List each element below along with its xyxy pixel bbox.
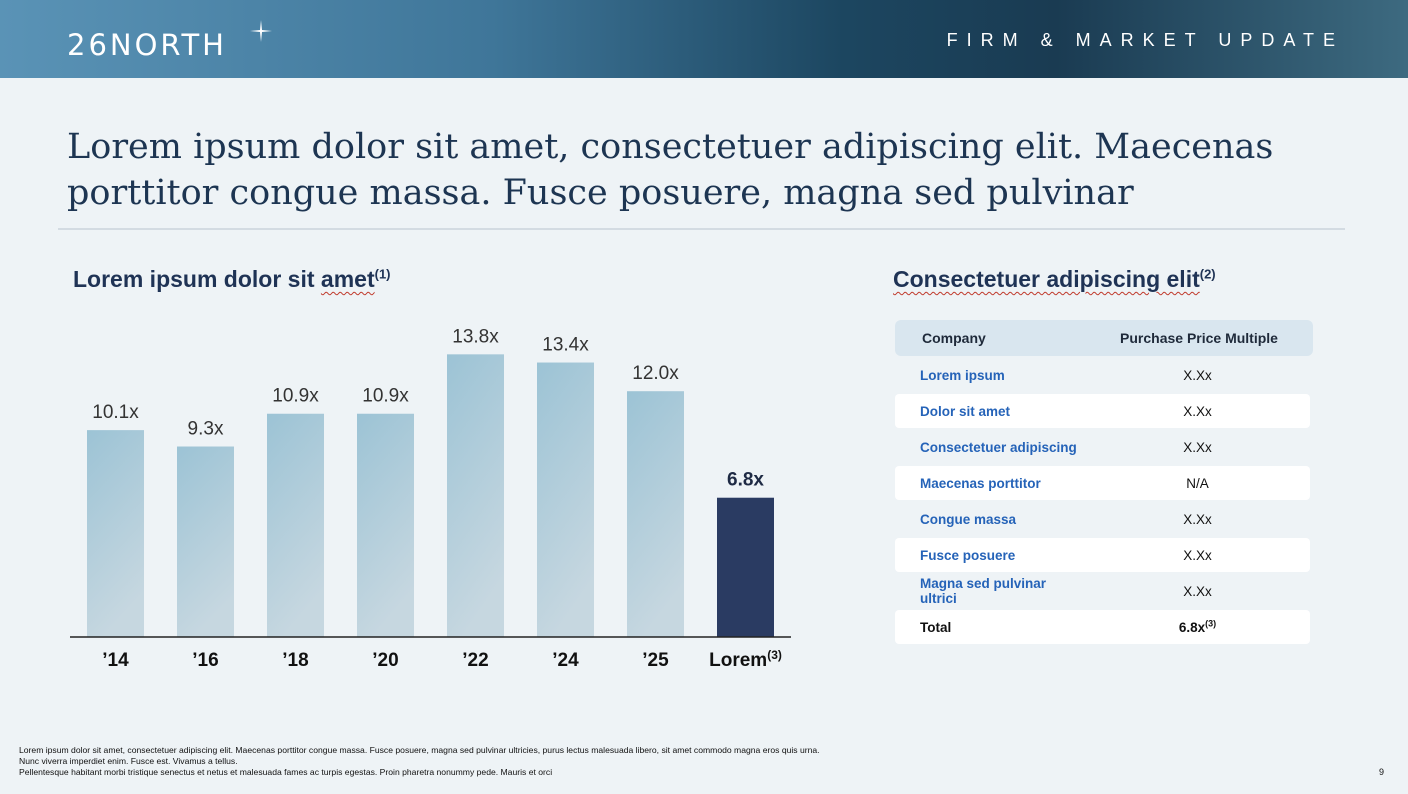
total-label: Total <box>920 619 952 635</box>
table-row: Consectetuer adipiscing X.Xx <box>895 430 1310 464</box>
logo: 26NORTH <box>67 28 227 62</box>
page-number: 9 <box>1378 767 1384 777</box>
row-multiple: X.Xx <box>1183 583 1212 599</box>
x-tick-label: ’18 <box>282 650 308 671</box>
row-multiple: N/A <box>1186 475 1209 491</box>
multiples-table: Company Purchase Price Multiple Lorem ip… <box>895 320 1313 644</box>
page-headline: Lorem ipsum dolor sit amet, consectetuer… <box>67 127 1274 213</box>
bar-value-label: 10.1x <box>92 402 139 423</box>
footnote-line: Lorem ipsum dolor sit amet, consectetuer… <box>19 745 820 755</box>
row-multiple: X.Xx <box>1183 511 1212 527</box>
row-multiple: X.Xx <box>1183 403 1212 419</box>
chart-title: Lorem ipsum dolor sit amet(1) <box>73 266 391 293</box>
x-tick-label: ’16 <box>192 650 218 671</box>
table-row: Congue massa X.Xx <box>895 502 1310 536</box>
table-row: Dolor sit amet X.Xx <box>895 394 1310 428</box>
table-row: Fusce posuere X.Xx <box>895 538 1310 572</box>
row-company: Maecenas porttitor <box>920 475 1041 491</box>
x-tick-label: ’25 <box>642 650 669 671</box>
x-tick-label: Lorem(3) <box>709 648 782 671</box>
bar-value-label: 10.9x <box>272 386 319 407</box>
chart-title-note: (1) <box>374 266 391 282</box>
header-multiple: Purchase Price Multiple <box>1120 330 1278 346</box>
bar-value-label: 9.3x <box>188 419 224 440</box>
row-company: Consectetuer adipiscing <box>920 439 1077 455</box>
x-tick-label: ’20 <box>372 650 398 671</box>
divider <box>58 228 1345 230</box>
star-icon <box>250 20 272 42</box>
bar <box>267 413 324 637</box>
total-note: (3) <box>1205 618 1217 628</box>
table-row: Magna sed pulvinar ultrici X.Xx <box>895 574 1310 608</box>
bar-chart: 10.1x ’14 9.3x ’16 10.9x ’18 10.9x ’20 13.8x ’22 1… <box>70 326 791 671</box>
row-multiple: X.Xx <box>1183 439 1212 455</box>
bar-value-label: 12.0x <box>632 363 679 384</box>
row-company: Congue massa <box>920 511 1017 527</box>
table-total-row: Total 6.8x(3) <box>895 610 1310 644</box>
header-banner: 26NORTH FIRM & MARKET UPDATE <box>0 0 1408 78</box>
bar-value-label: 13.4x <box>542 335 589 356</box>
x-tick-label: ’24 <box>552 650 579 671</box>
table-row: Lorem ipsum X.Xx <box>895 358 1310 392</box>
row-multiple: X.Xx <box>1183 367 1212 383</box>
bar <box>627 391 684 637</box>
row-multiple: X.Xx <box>1183 547 1212 563</box>
total-value: 6.8x(3) <box>1085 618 1310 635</box>
table-title-note: (2) <box>1199 266 1216 282</box>
bar <box>537 362 594 637</box>
bar <box>87 430 144 637</box>
total-value-text: 6.8x <box>1178 619 1206 635</box>
x-tick-label: ’22 <box>462 650 488 671</box>
table-title-text: Consectetuer adipiscing elit <box>893 266 1200 292</box>
row-company: Lorem ipsum <box>920 367 1005 383</box>
chart-title-end: amet <box>320 266 375 292</box>
chart-title-text: Lorem ipsum dolor sit <box>73 266 315 292</box>
bar-value-label: 13.8x <box>452 326 499 347</box>
footnotes: Lorem ipsum dolor sit amet, consectetuer… <box>19 745 919 778</box>
row-company: Fusce posuere <box>920 547 1016 563</box>
bar <box>717 497 774 637</box>
row-company: Magna sed pulvinar ultrici <box>920 576 1047 606</box>
bar-value-label: 10.9x <box>362 386 409 407</box>
header-title: FIRM & MARKET UPDATE <box>946 30 1344 50</box>
x-tick-label: ’14 <box>102 650 129 671</box>
footnote-line: Pellentesque habitant morbi tristique se… <box>19 767 553 777</box>
bar <box>177 446 234 637</box>
footnote-line: Nunc viverra imperdiet enim. Fusce est. … <box>19 756 238 766</box>
row-company: Dolor sit amet <box>920 403 1011 419</box>
bar <box>357 413 414 637</box>
table-title: Consectetuer adipiscing elit(2) <box>893 266 1216 293</box>
bar-value-label: 6.8x <box>727 470 764 491</box>
bar <box>447 354 504 637</box>
header-company: Company <box>922 330 986 346</box>
table-header: Company Purchase Price Multiple <box>895 320 1313 356</box>
table-row: Maecenas porttitor N/A <box>895 466 1310 500</box>
